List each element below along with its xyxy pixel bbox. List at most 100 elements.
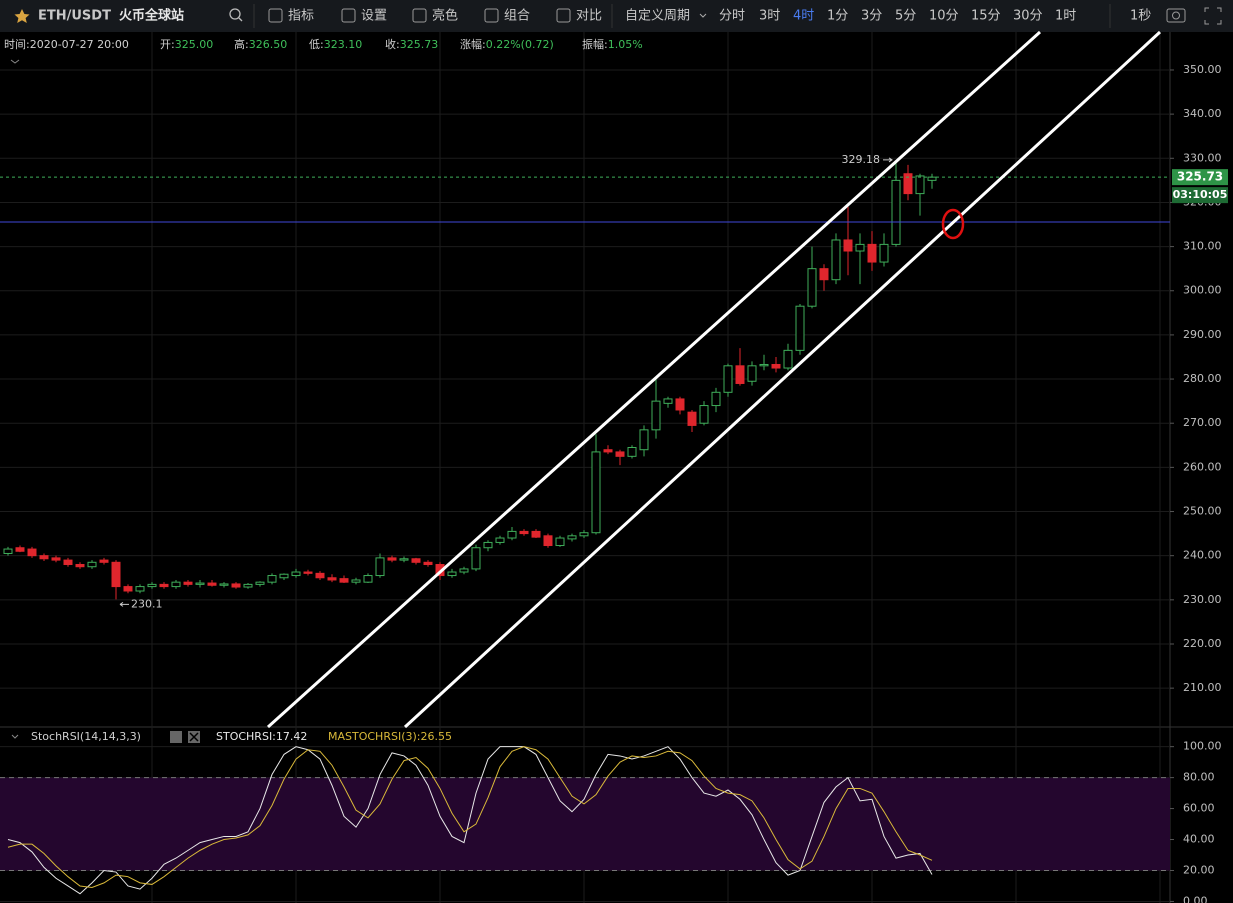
candle-body xyxy=(135,586,145,592)
candle-body xyxy=(627,446,637,457)
candle-body xyxy=(567,535,577,540)
candle-body xyxy=(39,555,49,560)
tool-icon[interactable] xyxy=(341,8,356,23)
info-label: 收: xyxy=(385,37,400,51)
y-tick-label: 240.00 xyxy=(1183,549,1222,562)
candle-body xyxy=(327,577,337,581)
favorite-star[interactable] xyxy=(14,9,30,23)
candle-body xyxy=(255,581,265,585)
search-icon[interactable] xyxy=(229,8,241,20)
period-button[interactable]: 1时 xyxy=(1055,9,1076,24)
screenshot-icon[interactable] xyxy=(1166,8,1186,23)
candle-body xyxy=(303,571,313,574)
candle-body xyxy=(579,532,589,537)
y-tick-label: 260.00 xyxy=(1183,460,1222,473)
period-button[interactable]: 3时 xyxy=(759,9,780,24)
candle-body xyxy=(783,349,793,369)
collapse-caret[interactable] xyxy=(10,59,20,64)
legend-entry: MASTOCHRSI(3):26.55 xyxy=(328,730,452,743)
period-button[interactable]: 1分 xyxy=(827,9,848,24)
candle-body xyxy=(375,557,385,577)
candle-body xyxy=(843,239,853,252)
candle-body xyxy=(183,581,193,585)
info-label: 振幅: xyxy=(582,37,608,51)
candle-body xyxy=(603,449,613,453)
candle-body xyxy=(15,547,25,552)
candle-body xyxy=(675,398,685,411)
seconds-period[interactable]: 1秒 xyxy=(1130,9,1151,24)
highlight-circle xyxy=(941,208,965,240)
candle-body xyxy=(219,583,229,586)
period-button[interactable]: 5分 xyxy=(895,9,916,24)
y-tick-label: 250.00 xyxy=(1183,505,1222,518)
symbol[interactable]: ETH/USDT xyxy=(38,9,111,24)
candle-body xyxy=(111,561,121,588)
oversold-overbought-band xyxy=(0,777,1170,871)
candle-body xyxy=(879,243,889,263)
indicator-line xyxy=(7,746,933,889)
period-button[interactable]: 3分 xyxy=(861,9,882,24)
y-tick-label: 350.00 xyxy=(1183,63,1222,76)
legend-entry: STOCHRSI:17.42 xyxy=(216,730,307,743)
period-button[interactable]: 4时 xyxy=(793,9,814,24)
tool-button[interactable]: 指标 xyxy=(288,9,314,24)
y-tick-label: 290.00 xyxy=(1183,328,1222,341)
y-tick-label: 330.00 xyxy=(1183,151,1222,164)
tool-button[interactable]: 设置 xyxy=(361,9,387,24)
y-tick-label: 280.00 xyxy=(1183,372,1222,385)
info-label: 高: xyxy=(234,37,249,51)
candle-body xyxy=(483,541,493,549)
candle-body xyxy=(51,557,61,561)
period-button[interactable]: 分时 xyxy=(719,9,745,24)
custom-period[interactable]: 自定义周期 xyxy=(625,9,690,24)
collapse-caret[interactable] xyxy=(11,734,19,739)
candle-body xyxy=(543,535,553,547)
candle-body xyxy=(243,583,253,588)
y-tick-label: 0.00 xyxy=(1183,894,1208,903)
settings-button[interactable] xyxy=(170,731,182,743)
candle-body xyxy=(807,268,817,307)
last-price-label: 325.73 xyxy=(1177,170,1223,184)
candle-body xyxy=(159,583,169,588)
info-label: 涨幅: xyxy=(460,38,486,51)
y-tick-label: 230.00 xyxy=(1183,593,1222,606)
y-tick-label: 310.00 xyxy=(1183,240,1222,253)
y-tick-label: 100.00 xyxy=(1183,740,1222,753)
candle-body xyxy=(519,530,529,535)
candle-body xyxy=(591,451,601,534)
candle-body xyxy=(903,173,913,195)
info-value: 326.50 xyxy=(249,38,288,51)
candle-body xyxy=(819,268,829,281)
candle-body xyxy=(147,583,157,588)
tool-icon[interactable] xyxy=(556,8,571,23)
countdown: 03:10:05 xyxy=(1173,188,1228,201)
candle-body xyxy=(423,561,433,566)
max-arrow xyxy=(883,157,893,163)
period-button[interactable]: 30分 xyxy=(1013,9,1043,24)
tool-icon[interactable] xyxy=(268,8,283,23)
max-price-label: 329.18 xyxy=(842,153,881,166)
tool-button[interactable]: 亮色 xyxy=(432,8,458,24)
candle-body xyxy=(123,586,133,592)
candle-body xyxy=(615,451,625,457)
candle-body xyxy=(651,400,661,431)
tool-button[interactable]: 对比 xyxy=(576,9,602,24)
y-tick-label: 20.00 xyxy=(1183,863,1215,876)
candle-body xyxy=(459,568,469,573)
candle-body xyxy=(63,559,73,566)
info-label: 低: xyxy=(309,38,324,51)
period-button[interactable]: 10分 xyxy=(929,9,959,24)
info-label: 时间: xyxy=(4,38,30,51)
tool-button[interactable]: 组合 xyxy=(504,9,530,24)
candle-body xyxy=(495,537,505,543)
info-value: 1.05% xyxy=(608,38,643,51)
tool-icon[interactable] xyxy=(484,8,499,23)
y-tick-label: 60.00 xyxy=(1183,802,1215,815)
tool-icon[interactable] xyxy=(412,8,427,23)
candle-body xyxy=(855,243,865,252)
candle-body xyxy=(747,365,757,382)
y-tick-label: 80.00 xyxy=(1183,771,1215,784)
candle-body xyxy=(447,571,457,577)
period-button[interactable]: 15分 xyxy=(971,9,1001,24)
fullscreen-icon[interactable] xyxy=(1204,7,1222,25)
